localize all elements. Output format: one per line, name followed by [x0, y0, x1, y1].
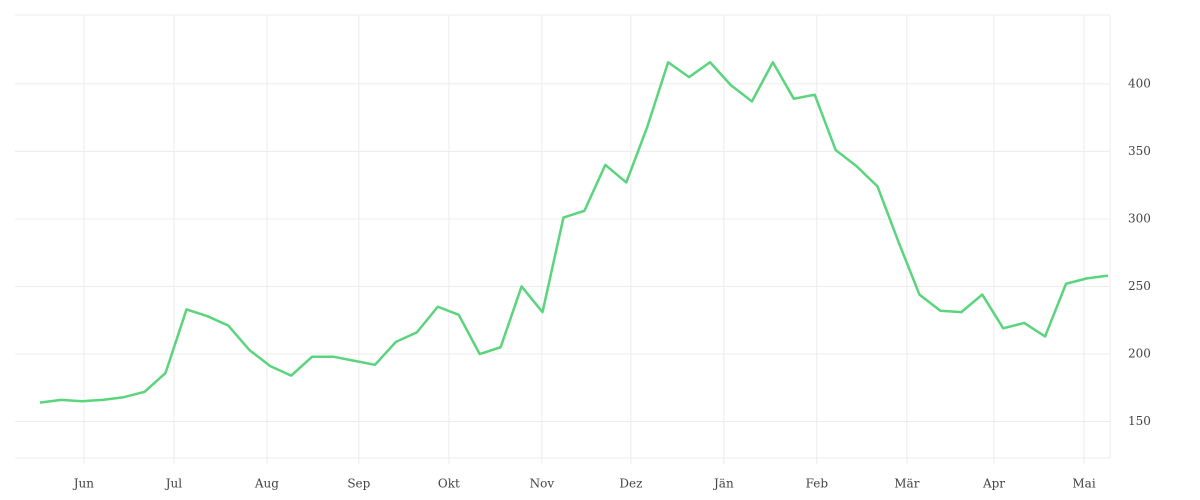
x-tick-label: Okt: [438, 477, 460, 491]
y-tick-label: 400: [1128, 76, 1151, 90]
y-tick-label: 200: [1128, 347, 1151, 361]
x-tick-label: Dez: [619, 477, 642, 491]
x-tick-label: Jun: [72, 477, 95, 491]
x-tick-label: Aug: [254, 477, 279, 491]
x-tick-label: Apr: [982, 477, 1005, 491]
x-tick-label: Jän: [712, 477, 734, 491]
x-tick-label: Feb: [806, 477, 829, 491]
line: [39, 61, 1109, 404]
x-tick-label: Mär: [894, 477, 919, 491]
y-tick-label: 300: [1128, 211, 1151, 225]
y-tick-label: 150: [1128, 414, 1151, 428]
y-tick-label: 250: [1128, 279, 1151, 293]
x-tick-label: Sep: [347, 477, 370, 491]
x-tick-label: Nov: [530, 477, 555, 491]
x-tick-label: Jul: [164, 477, 183, 491]
x-tick-label: Mai: [1072, 477, 1095, 491]
y-tick-label: 350: [1128, 144, 1151, 158]
